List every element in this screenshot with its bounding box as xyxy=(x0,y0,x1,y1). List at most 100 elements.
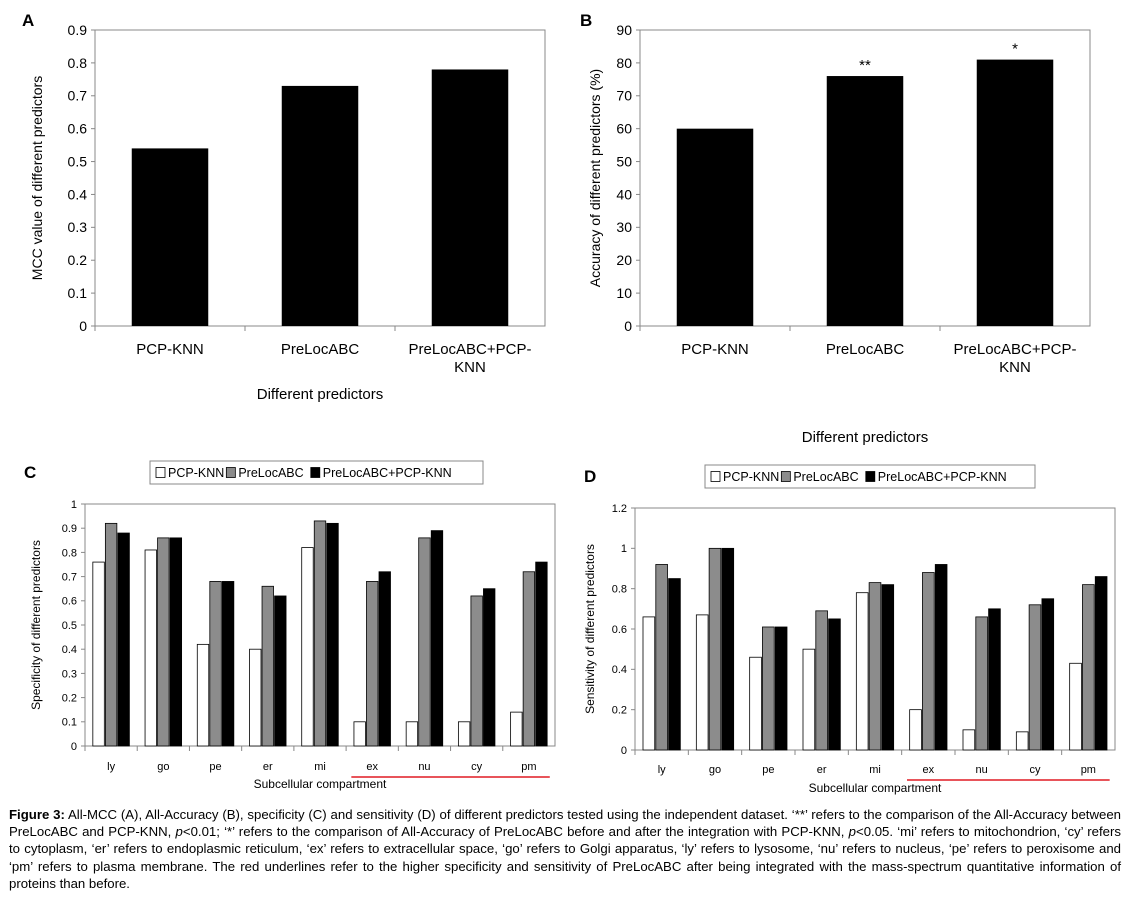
bar-black xyxy=(274,595,287,747)
x-tick-label: PCP-KNN xyxy=(681,341,749,358)
bar-black xyxy=(774,626,788,751)
caption-p-2: p xyxy=(848,824,856,840)
y-axis-label: MCC value of different predictors xyxy=(29,76,45,280)
y-tick-label: 0.4 xyxy=(612,664,627,676)
bar-black xyxy=(326,522,339,747)
y-tick-label: 0 xyxy=(79,318,87,334)
bar xyxy=(826,76,904,327)
bar-white xyxy=(405,721,419,747)
y-tick-label: 0.8 xyxy=(612,584,627,596)
bar xyxy=(676,128,754,326)
bar-black xyxy=(483,588,496,747)
x-tick-label: ex xyxy=(923,764,935,776)
bar-white xyxy=(802,648,816,751)
bar xyxy=(431,69,509,326)
x-axis-label: Different predictors xyxy=(257,386,383,403)
bar-black xyxy=(934,564,948,751)
caption-text-2: <0.01; ‘*’ refers to the comparison of A… xyxy=(182,824,849,840)
bar-black xyxy=(721,547,735,751)
y-tick-label: 0.6 xyxy=(612,624,627,636)
panel-d: D 0 0.2 0.4 0.6 0.8 1 1.2 Sensitivity of differe… xyxy=(583,464,1116,795)
y-tick-label: 0.1 xyxy=(68,285,88,301)
x-tick-label: pm xyxy=(521,761,536,773)
bar-black xyxy=(668,578,681,751)
panel-a: A 0 0.1 0.2 0.3 0.4 0.5 0.6 0.7 0.8 0.9 MCC value o… xyxy=(22,11,546,403)
bar-gray xyxy=(868,582,882,751)
caption-text-1: All-MCC (A), All-Accuracy (B), specifici… xyxy=(9,807,1121,840)
legend-label: PreLocABC+PCP-KNN xyxy=(878,470,1007,484)
legend-label: PCP-KNN xyxy=(723,470,779,484)
legend-swatch-gray xyxy=(780,471,791,482)
bar-gray xyxy=(815,610,828,751)
x-tick-label: PreLocABC+PCP- xyxy=(954,341,1077,358)
bar-gray xyxy=(418,537,431,747)
y-tick-label: 0 xyxy=(71,741,77,753)
bar-black xyxy=(221,581,235,747)
bar-gray xyxy=(1082,584,1095,751)
bar-white xyxy=(695,614,709,751)
bar-gray xyxy=(708,547,722,751)
legend-swatch-white xyxy=(710,471,721,482)
x-tick-label: cy xyxy=(1030,764,1042,776)
bar-white xyxy=(1069,662,1082,751)
y-tick-label: 0 xyxy=(624,318,632,334)
bar-black xyxy=(828,618,841,751)
y-tick-label: 1.2 xyxy=(612,503,627,515)
panel-label: B xyxy=(580,11,592,30)
bar-gray xyxy=(762,626,775,751)
y-tick-label: 90 xyxy=(616,22,632,38)
x-tick-label: er xyxy=(817,764,827,776)
y-tick-label: 10 xyxy=(616,285,632,301)
legend-label: PreLocABC xyxy=(793,470,858,484)
x-tick-label: mi xyxy=(869,764,881,776)
panel-c: C 0 0.1 0.2 0.3 0.4 0.5 0.6 0.7 0.8 0.9 1 Specificit… xyxy=(24,460,556,791)
bar-gray xyxy=(1028,604,1042,751)
bar-black xyxy=(1094,576,1108,751)
legend-swatch-black xyxy=(865,471,876,482)
x-axis-label: Different predictors xyxy=(802,429,928,446)
panel-b: B 0 10 20 30 40 50 60 70 80 90 Accuracy of differen… xyxy=(580,11,1091,446)
y-tick-label: 0.7 xyxy=(68,88,88,104)
y-tick-label: 0.2 xyxy=(68,252,88,268)
y-tick-label: 0.1 xyxy=(62,717,77,729)
panel-label: D xyxy=(584,467,596,486)
x-tick-label: ex xyxy=(366,761,378,773)
bar-gray xyxy=(157,537,170,747)
bar-black xyxy=(117,532,130,747)
bar-white xyxy=(642,616,656,751)
bar-white xyxy=(144,549,157,747)
y-tick-label: 0.4 xyxy=(62,644,77,656)
y-tick-label: 0.5 xyxy=(62,620,77,632)
x-tick-label: go xyxy=(709,764,721,776)
x-tick-label: PCP-KNN xyxy=(136,341,204,358)
bar-gray xyxy=(470,595,483,747)
significance-annotation: ** xyxy=(859,57,871,74)
bar-black xyxy=(430,530,444,747)
bar-gray xyxy=(975,616,988,751)
bar-gray xyxy=(366,581,379,747)
bar-white xyxy=(510,711,523,747)
x-tick-label: go xyxy=(157,761,169,773)
y-tick-label: 0.6 xyxy=(62,596,77,608)
y-tick-label: 0.9 xyxy=(62,523,77,535)
legend-label: PreLocABC+PCP-KNN xyxy=(323,466,452,480)
x-tick-label: er xyxy=(263,761,273,773)
bar-black xyxy=(169,537,183,747)
x-axis-label: Subcellular compartment xyxy=(254,777,387,791)
bar xyxy=(281,85,359,327)
bar-gray xyxy=(922,572,935,751)
legend-swatch-black xyxy=(310,467,321,478)
legend-label: PreLocABC xyxy=(238,466,303,480)
panel-label: C xyxy=(24,463,36,482)
y-tick-label: 0.3 xyxy=(62,668,77,680)
bar-gray xyxy=(261,585,274,747)
bar-gray xyxy=(104,522,118,747)
y-tick-label: 0.8 xyxy=(68,55,88,71)
bar-white xyxy=(909,709,922,751)
bar-gray xyxy=(209,581,222,747)
y-axis-label: Sensitivity of different predictors xyxy=(583,544,597,714)
legend: PCP-KNN PreLocABC PreLocABC+PCP-KNN xyxy=(704,464,1036,489)
legend-swatch-gray xyxy=(225,467,236,478)
y-tick-label: 0 xyxy=(621,745,627,757)
figure-canvas: A 0 0.1 0.2 0.3 0.4 0.5 0.6 0.7 0.8 0.9 MCC value o… xyxy=(22,11,1116,795)
